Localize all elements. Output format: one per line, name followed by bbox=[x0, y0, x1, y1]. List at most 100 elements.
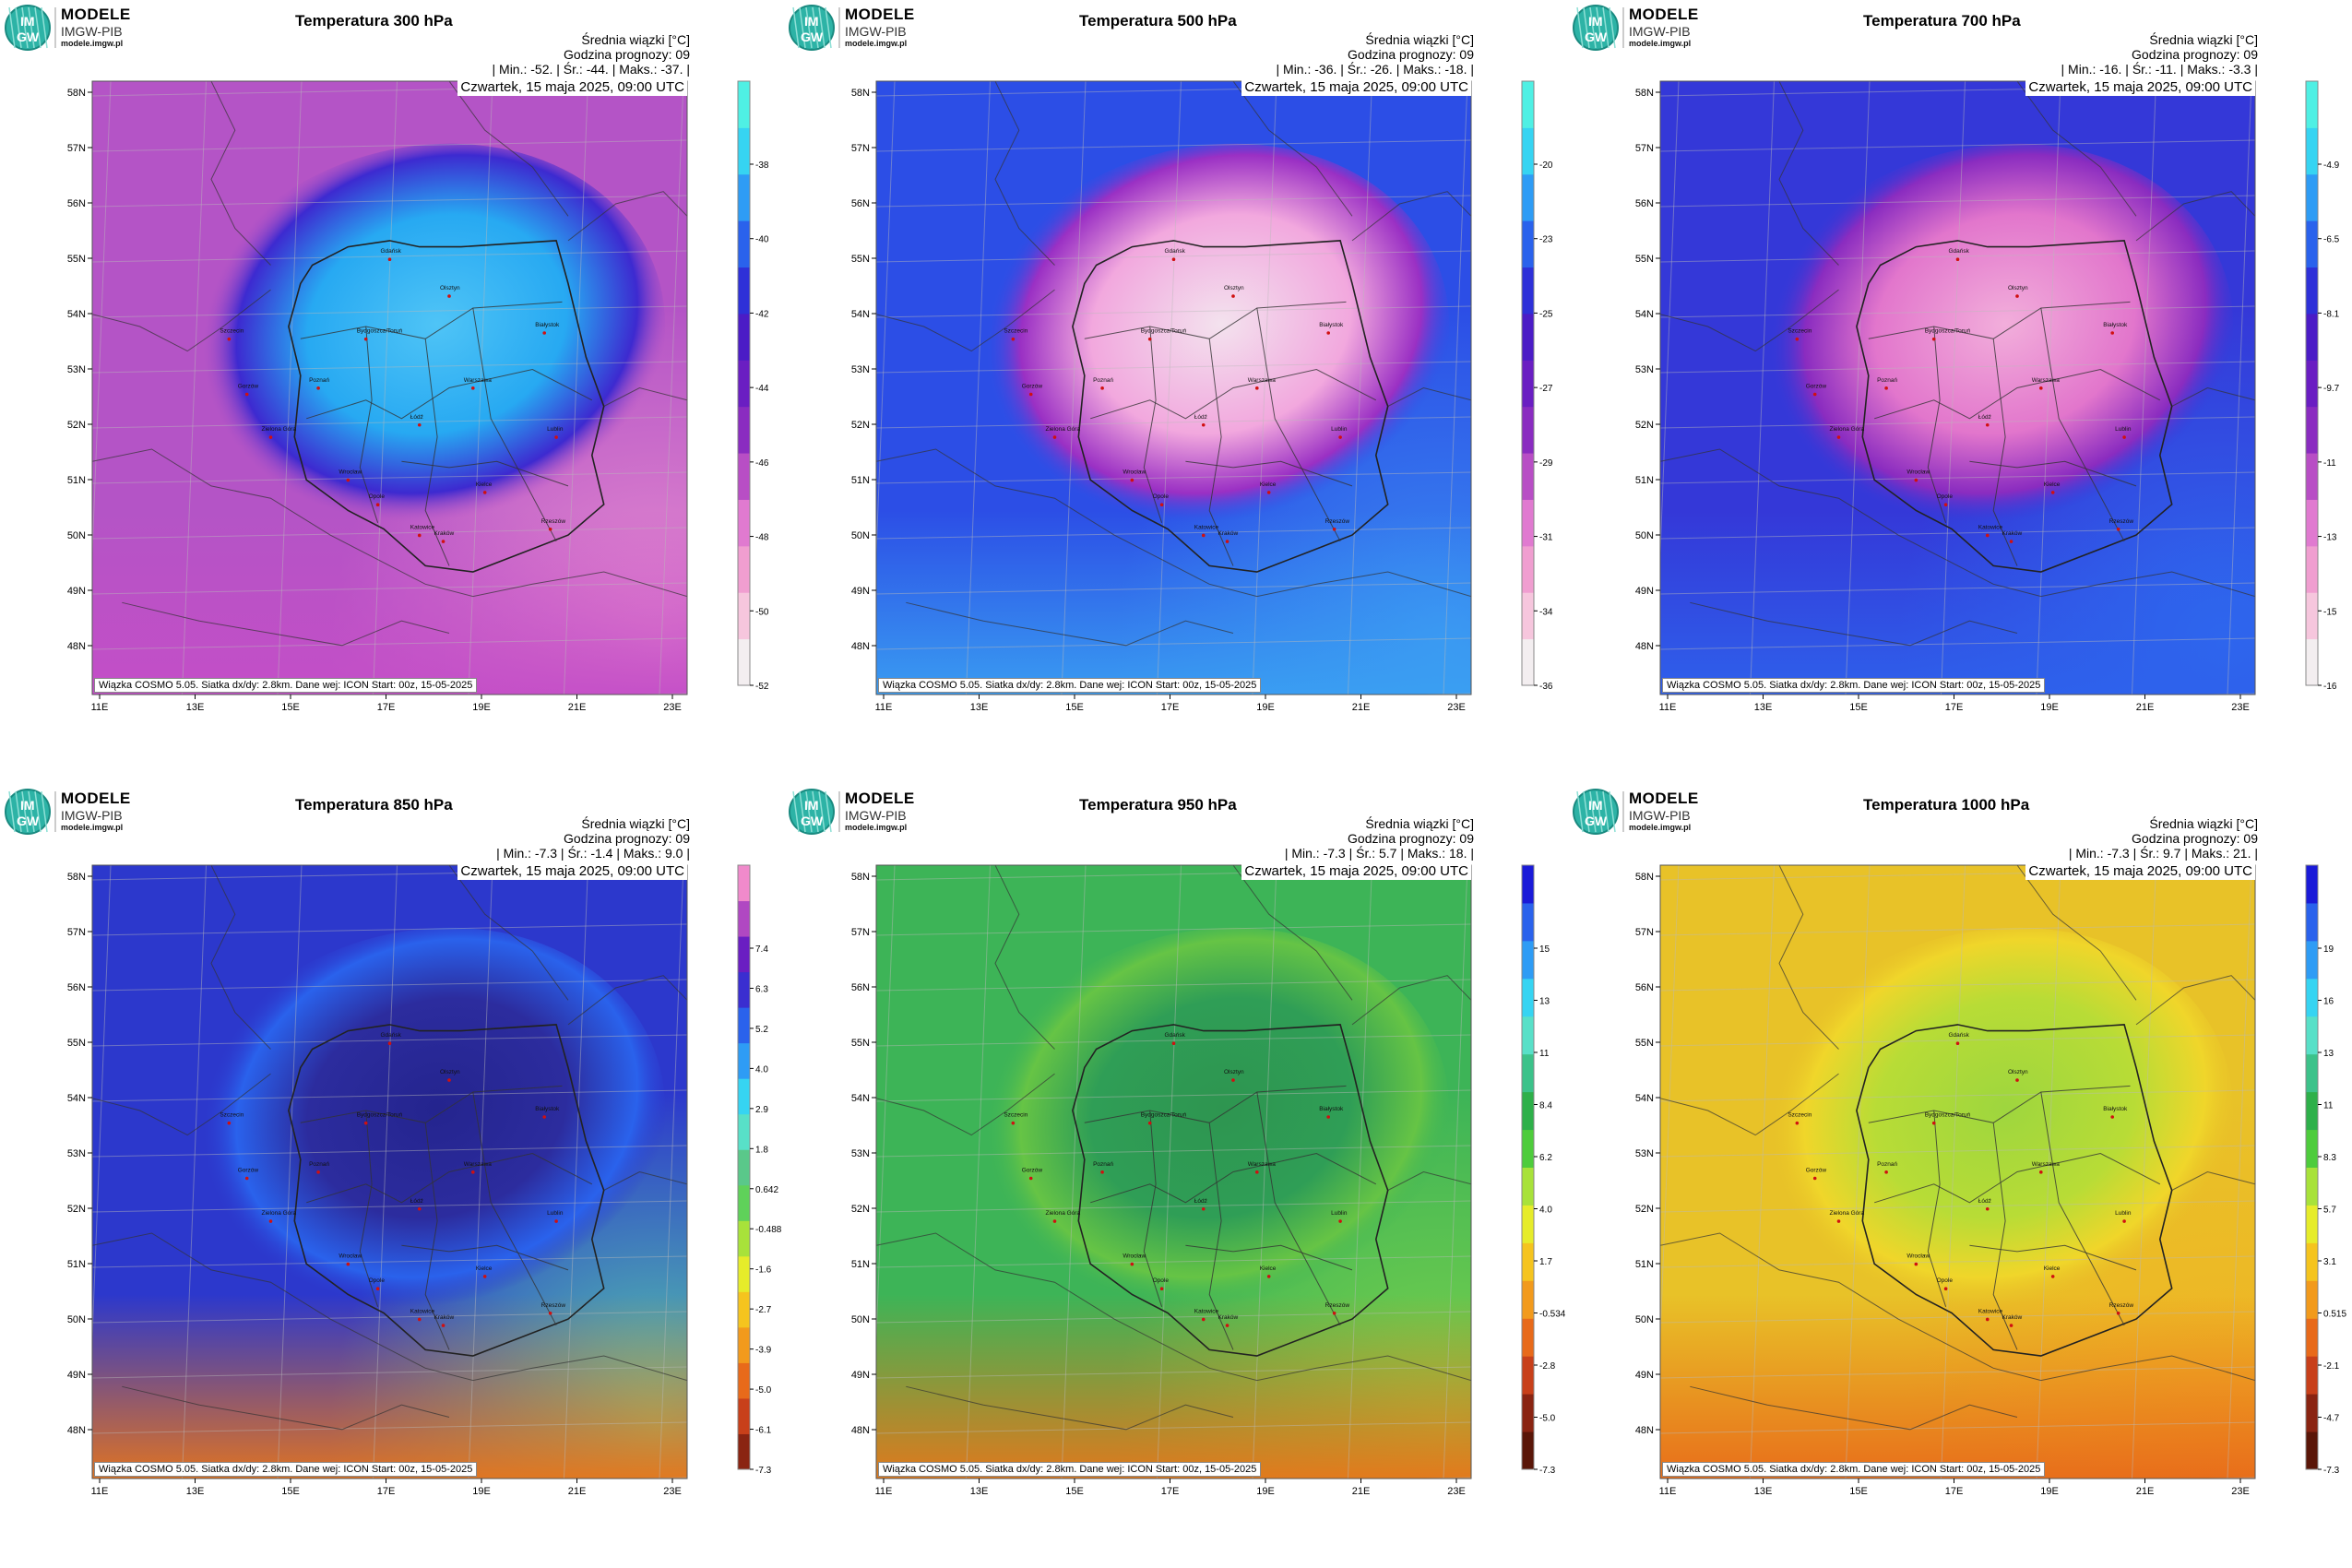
colorbar-tick-label: -42 bbox=[755, 309, 769, 319]
colorbar-tick-label: -2.8 bbox=[1539, 1361, 1556, 1372]
city-label: Gorzów bbox=[1022, 1168, 1043, 1174]
city-label: Lublin bbox=[2115, 1210, 2132, 1217]
colorbar-tick-label: -50 bbox=[755, 607, 769, 617]
lat-tick-label: 52N bbox=[851, 1204, 870, 1215]
colorbar-tick-label: 2.9 bbox=[755, 1105, 768, 1115]
logo-brand: MODELE bbox=[61, 790, 131, 807]
imgw-logo-icon: IMGW bbox=[789, 789, 835, 835]
lon-tick-label: 15E bbox=[281, 702, 300, 713]
lon-tick-label: 11E bbox=[91, 702, 109, 713]
city-label: Wrocław bbox=[339, 1253, 362, 1260]
lat-tick-label: 49N bbox=[67, 586, 86, 597]
stats-line: | Min.: -52. | Śr.: -44. | Maks.: -37. | bbox=[492, 62, 691, 77]
lat-tick-label: 53N bbox=[67, 364, 86, 375]
lat-tick-label: 55N bbox=[67, 254, 86, 265]
map-svg: IMGW Gdańsk Olsztyn Białystok Bydgoszcz/Toru… bbox=[1573, 789, 2346, 1497]
map-panel: IM GW Gdańsk Olsztyn Białystok Bydgoszcz/Toru… bbox=[784, 784, 1568, 1568]
colorbar-tick-label: 13 bbox=[2323, 1049, 2334, 1059]
valid-date: Czwartek, 15 maja 2025, 09:00 UTC bbox=[1241, 78, 1471, 96]
logo-org: IMGW-PIB bbox=[61, 808, 123, 823]
city-label: Kielce bbox=[1260, 1265, 1277, 1272]
logo-org: IMGW-PIB bbox=[845, 808, 907, 823]
lon-tick-label: 13E bbox=[970, 1486, 989, 1497]
colorbar-tick-label: -0.534 bbox=[1539, 1310, 1566, 1320]
poland-border bbox=[1856, 1024, 2173, 1357]
lon-tick-label: 17E bbox=[1161, 1486, 1180, 1497]
lon-tick-label: 17E bbox=[1161, 702, 1180, 713]
imgw-logo-icon: IMGW bbox=[5, 789, 51, 835]
map-svg: IMGW Gdańsk Olsztyn Białystok Bydgoszcz/Toru… bbox=[789, 789, 1566, 1497]
lat-tick-label: 56N bbox=[67, 982, 86, 993]
stats-line: | Min.: -7.3 | Śr.: -1.4 | Maks.: 9.0 | bbox=[496, 846, 690, 861]
lat-tick-label: 58N bbox=[67, 88, 86, 99]
chart-title: Temperatura 500 hPa bbox=[1079, 12, 1237, 30]
city-label: Kraków bbox=[434, 530, 455, 537]
colorbar: 7.4 6.3 5.2 4.0 2.9 1.8 0.642 -0.488 -1.6 -2.7 -3.… bbox=[737, 864, 782, 1476]
mean-label: Średnia wiązki [°C] bbox=[1365, 816, 1474, 831]
mean-label: Średnia wiązki [°C] bbox=[581, 32, 690, 47]
lat-tick-label: 48N bbox=[851, 1425, 870, 1436]
logo-emblem-top: IM bbox=[1588, 798, 1603, 813]
city-label: Białystok bbox=[2103, 1106, 2128, 1112]
city-label: Bydgoszcz/Toruń bbox=[1925, 328, 1971, 335]
forecast-hour: Godzina prognozy: 09 bbox=[2132, 831, 2258, 846]
city-label: Wrocław bbox=[1123, 469, 1146, 476]
city-label: Wrocław bbox=[1123, 1253, 1146, 1260]
colorbar-tick-label: 8.3 bbox=[2323, 1153, 2336, 1163]
city-label: Szczecin bbox=[1004, 1112, 1028, 1119]
city-label: Łódź bbox=[1194, 1198, 1207, 1205]
lon-tick-label: 15E bbox=[1849, 1486, 1868, 1497]
lat-tick-label: 51N bbox=[67, 1259, 86, 1270]
lon-tick-label: 21E bbox=[2136, 1486, 2155, 1497]
city-label: Kielce bbox=[2044, 1265, 2061, 1272]
logo-brand: MODELE bbox=[61, 6, 131, 23]
chart-title: Temperatura 300 hPa bbox=[295, 12, 453, 30]
city-label: Zielona Góra bbox=[1046, 426, 1081, 433]
lon-tick-label: 15E bbox=[1065, 1486, 1084, 1497]
colorbar: -20 -23 -25 -27 -29 -31 -34 -36 bbox=[1521, 80, 1553, 692]
valid-date: Czwartek, 15 maja 2025, 09:00 UTC bbox=[457, 78, 687, 96]
city-label: Gdańsk bbox=[1949, 248, 1970, 255]
lon-tick-label: 23E bbox=[663, 702, 682, 713]
lat-tick-label: 52N bbox=[67, 1204, 86, 1215]
stats-line: | Min.: -7.3 | Śr.: 9.7 | Maks.: 21. | bbox=[2068, 846, 2258, 861]
city-label: Szczecin bbox=[220, 328, 244, 335]
map-svg: IMGW Gdańsk Olsztyn Białystok Bydgoszcz/Toru… bbox=[5, 789, 782, 1497]
colorbar-tick-label: 15 bbox=[1539, 944, 1550, 955]
lat-tick-label: 55N bbox=[851, 1038, 870, 1049]
map-panel: IM GW Gdańsk Olsztyn Białystok Bydgoszcz/Toru… bbox=[1568, 784, 2352, 1568]
lon-tick-label: 21E bbox=[1352, 1486, 1371, 1497]
logo-site: modele.imgw.pl bbox=[1629, 39, 1692, 48]
mean-label: Średnia wiązki [°C] bbox=[2149, 32, 2258, 47]
imgw-logo-icon: IMGW bbox=[5, 5, 51, 51]
lat-tick-label: 50N bbox=[851, 1314, 870, 1325]
lat-tick-label: 53N bbox=[851, 1148, 870, 1159]
city-label: Zielona Góra bbox=[262, 1210, 297, 1217]
lat-tick-label: 50N bbox=[1635, 530, 1654, 541]
lat-tick-label: 51N bbox=[851, 1259, 870, 1270]
lat-tick-label: 52N bbox=[67, 420, 86, 431]
logo-emblem-bottom: GW bbox=[801, 814, 824, 828]
lat-tick-label: 50N bbox=[851, 530, 870, 541]
map-panel: IM GW Gdańsk Olsztyn Białystok Bydgoszcz/Toru… bbox=[784, 0, 1568, 784]
colorbar-tick-label: 7.4 bbox=[755, 944, 768, 955]
map-svg: IMGW Gdańsk Olsztyn Białystok Bydgoszcz/Toru… bbox=[1573, 5, 2340, 713]
logo-text: MODELE IMGW-PIB modele.imgw.pl bbox=[61, 790, 131, 832]
lat-tick-label: 48N bbox=[1635, 1425, 1654, 1436]
lat-tick-label: 49N bbox=[1635, 1370, 1654, 1381]
colorbar-tick-label: -34 bbox=[1539, 607, 1553, 617]
city-label: Rzeszów bbox=[2109, 518, 2134, 525]
city-label: Wrocław bbox=[1907, 1253, 1930, 1260]
city-label: Poznań bbox=[309, 1161, 329, 1168]
colorbar-tick-label: -27 bbox=[1539, 384, 1553, 394]
city-label: Kraków bbox=[434, 1314, 455, 1321]
lat-tick-label: 51N bbox=[1635, 475, 1654, 486]
lon-tick-label: 19E bbox=[1256, 1486, 1275, 1497]
model-footer: Wiązka COSMO 5.05. Siatka dx/dy: 2.8km. … bbox=[1662, 1462, 2046, 1477]
poland-border bbox=[1856, 240, 2173, 573]
city-label: Szczecin bbox=[1788, 1112, 1812, 1119]
lat-tick-label: 55N bbox=[67, 1038, 86, 1049]
imgw-logo-icon: IMGW bbox=[1573, 789, 1619, 835]
lat-tick-label: 48N bbox=[851, 641, 870, 652]
colorbar-tick-label: -4.7 bbox=[2323, 1414, 2340, 1424]
